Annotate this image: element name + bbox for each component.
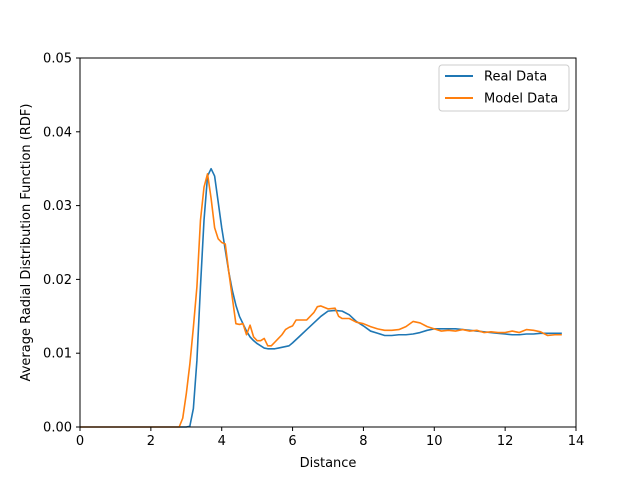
x-tick-label: 4 — [218, 434, 226, 449]
legend-label-model-data: Model Data — [484, 92, 558, 107]
y-tick-label: 0.05 — [43, 52, 72, 67]
x-tick-label: 6 — [288, 434, 296, 449]
y-tick-label: 0.02 — [43, 273, 72, 288]
legend: Real Data Model Data — [438, 64, 570, 112]
x-tick-label: 0 — [76, 434, 84, 449]
axes-frame — [79, 57, 577, 428]
y-tick-label: 0.01 — [43, 347, 72, 362]
y-axis-ticks: 0.00 0.01 0.02 0.03 0.04 0.05 — [43, 52, 80, 436]
x-tick-label: 12 — [497, 434, 514, 449]
legend-label-real-data: Real Data — [484, 70, 547, 85]
series-layer — [80, 167, 562, 428]
y-tick-label: 0.00 — [43, 421, 72, 436]
x-tick-label: 14 — [568, 434, 585, 449]
series-line-model-data — [80, 173, 562, 428]
y-axis-label: Average Radial Distribution Function (RD… — [19, 104, 34, 382]
y-tick-label: 0.04 — [43, 125, 72, 140]
x-tick-label: 2 — [147, 434, 155, 449]
x-axis-label: Distance — [300, 456, 357, 471]
x-tick-label: 8 — [359, 434, 367, 449]
x-tick-label: 10 — [426, 434, 443, 449]
x-axis-ticks: 0 2 4 6 8 10 12 14 — [76, 427, 584, 449]
y-tick-label: 0.03 — [43, 199, 72, 214]
